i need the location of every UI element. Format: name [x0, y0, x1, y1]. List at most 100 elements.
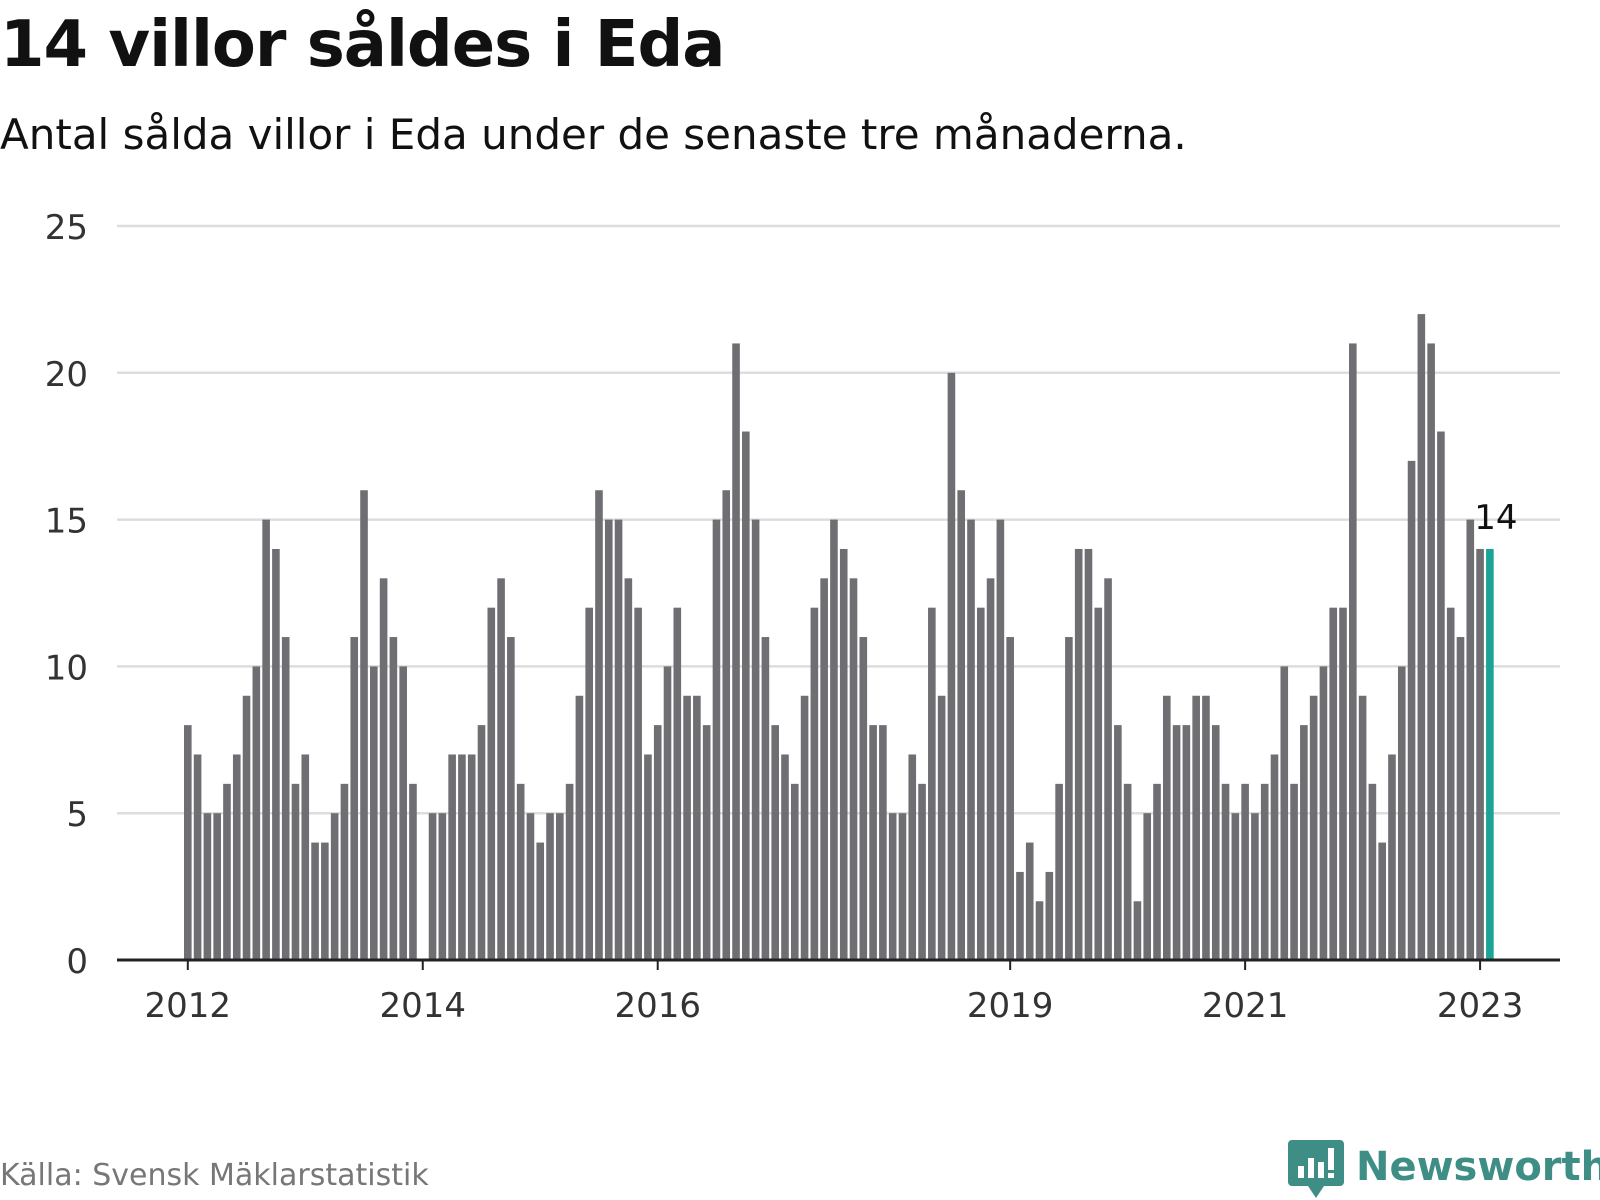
bar [428, 813, 437, 960]
bar [937, 695, 946, 960]
bar [1407, 460, 1416, 960]
bar [1397, 666, 1406, 960]
bar [487, 607, 496, 960]
bar [585, 607, 593, 960]
bar [1466, 519, 1475, 960]
bar [996, 519, 1005, 960]
bar [1153, 783, 1161, 960]
bar [928, 607, 936, 960]
bar [898, 813, 907, 960]
bar [232, 754, 241, 960]
bar [184, 725, 192, 960]
bar [556, 813, 564, 960]
bar [516, 783, 525, 960]
bar [1084, 548, 1093, 960]
bar-chart: 0 5 10 15 20 25 2012 2014 2016 2019 2021 2023 14 [45, 208, 1560, 1026]
bar [1182, 725, 1191, 960]
bar [1456, 637, 1465, 960]
bar [967, 519, 975, 960]
bar [761, 637, 770, 960]
y-tick-label: 10 [45, 648, 88, 688]
bar [458, 754, 466, 960]
bar [193, 754, 202, 960]
bar [1074, 548, 1083, 960]
bar [1358, 695, 1367, 960]
bar [1025, 842, 1034, 960]
bar [448, 754, 456, 960]
bar [976, 607, 985, 960]
bar [262, 519, 270, 960]
bar [272, 548, 280, 960]
bar [1006, 637, 1014, 960]
bar [1202, 695, 1210, 960]
x-tick-label: 2014 [379, 986, 466, 1026]
bar [1123, 783, 1132, 960]
x-tick-label: 2016 [614, 986, 701, 1026]
bar [223, 783, 231, 960]
bar [1329, 607, 1338, 960]
bar [575, 695, 584, 960]
bar [1163, 695, 1171, 960]
bar [1446, 607, 1455, 960]
bar [712, 519, 721, 960]
bar [722, 490, 731, 960]
bar [330, 813, 339, 960]
bar [1368, 783, 1377, 960]
bar [820, 578, 828, 960]
bar [203, 813, 212, 960]
bar [1290, 783, 1298, 960]
bar [536, 842, 545, 960]
bar [321, 842, 329, 960]
x-tick-label: 2019 [967, 986, 1054, 1026]
bar [1319, 666, 1328, 960]
bar [311, 842, 319, 960]
bar [1143, 813, 1152, 960]
bar [438, 813, 447, 960]
bar [1309, 695, 1318, 960]
highlight-bar [1486, 548, 1494, 960]
bar [301, 754, 310, 960]
bar [1035, 901, 1044, 960]
x-tick-label: 2023 [1437, 986, 1524, 1026]
chart-title: 14 villor såldes i Eda [0, 8, 725, 82]
highlight-value-label: 14 [1474, 498, 1517, 538]
bar [546, 813, 554, 960]
bar [1349, 343, 1357, 960]
bar [790, 783, 799, 960]
bar [399, 666, 407, 960]
bar [350, 637, 359, 960]
bar [1114, 725, 1122, 960]
bar [370, 666, 378, 960]
bar [1016, 871, 1024, 960]
bar [242, 695, 251, 960]
bar [565, 783, 574, 960]
bar [1231, 813, 1240, 960]
bar [879, 725, 887, 960]
bar [771, 725, 779, 960]
bar [526, 813, 535, 960]
bar [1300, 725, 1308, 960]
bar [839, 548, 848, 960]
bar [1378, 842, 1386, 960]
bar [389, 637, 398, 960]
newsworthy-logo-icon [1288, 1140, 1344, 1198]
bar [1339, 607, 1347, 960]
bar [830, 519, 838, 960]
bar [604, 519, 613, 960]
bar [497, 578, 505, 960]
y-tick-label: 5 [66, 795, 88, 835]
y-tick-label: 15 [45, 502, 88, 542]
bar [849, 578, 858, 960]
bar [614, 519, 623, 960]
bar [644, 754, 652, 960]
bar [252, 666, 261, 960]
bar [1388, 754, 1396, 960]
bar [340, 783, 349, 960]
x-tick-label: 2021 [1202, 986, 1289, 1026]
bar [653, 725, 662, 960]
bar [291, 783, 300, 960]
bar [379, 578, 388, 960]
bar [702, 725, 711, 960]
bar [742, 431, 750, 960]
brand-name: Newsworthy [1356, 1144, 1600, 1190]
